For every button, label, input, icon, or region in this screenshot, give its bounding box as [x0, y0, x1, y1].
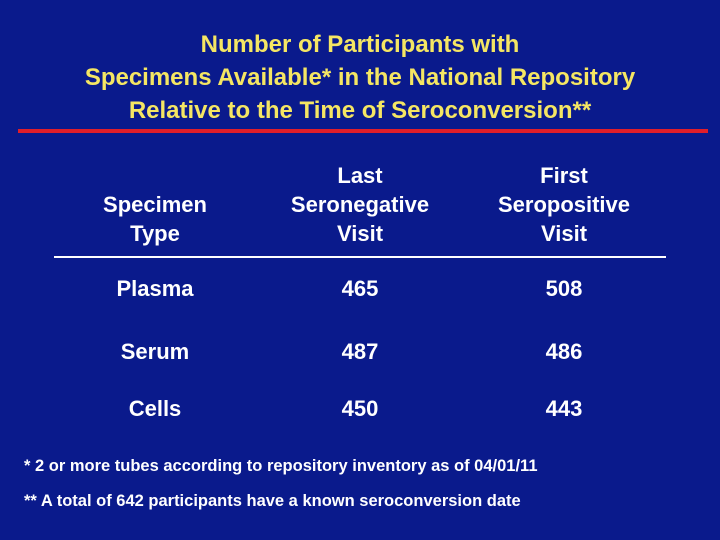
title-line-1: Number of Participants with: [200, 31, 520, 58]
header-last-seronegative-line-2: Seronegative: [290, 192, 430, 217]
footnote-seroconversion: ** A total of 642 participants have a kn…: [24, 492, 521, 510]
header-first-seropositive-line-3: Visit: [540, 221, 588, 246]
title-line-2: Specimens Available* in the National Rep…: [84, 64, 636, 91]
table-row: Cells 450 443: [0, 394, 720, 424]
cell-last-seronegative: 450: [341, 396, 379, 421]
cell-specimen-type: Cells: [128, 396, 182, 421]
cell-specimen-type: Serum: [120, 339, 190, 364]
header-last-seronegative: Last Seronegative Visit: [260, 161, 460, 248]
table-row: Plasma 465 508: [0, 274, 720, 304]
title-line-3: Relative to the Time of Seroconversion**: [128, 97, 592, 124]
header-last-seronegative-line-1: Last: [337, 163, 383, 188]
cell-first-seropositive: 508: [545, 276, 583, 301]
slide-title: Number of Participants with Specimens Av…: [0, 28, 720, 127]
header-specimen-type-line-2: Type: [130, 221, 180, 246]
header-first-seropositive-line-1: First: [540, 163, 588, 188]
header-specimen-type: Specimen Type: [70, 190, 240, 248]
cell-last-seronegative: 465: [341, 276, 379, 301]
footnote-inventory: * 2 or more tubes according to repositor…: [24, 457, 538, 475]
header-first-seropositive-line-2: Seropositive: [497, 192, 631, 217]
table-row: Serum 487 486: [0, 337, 720, 367]
table-header-divider: [54, 256, 666, 258]
cell-specimen-type: Plasma: [116, 276, 194, 301]
cell-first-seropositive: 443: [545, 396, 583, 421]
cell-first-seropositive: 486: [545, 339, 583, 364]
header-specimen-type-line-1: Specimen: [103, 192, 207, 217]
cell-last-seronegative: 487: [341, 339, 379, 364]
title-divider: [18, 129, 708, 133]
header-first-seropositive: First Seropositive Visit: [464, 161, 664, 248]
header-last-seronegative-line-3: Visit: [336, 221, 384, 246]
